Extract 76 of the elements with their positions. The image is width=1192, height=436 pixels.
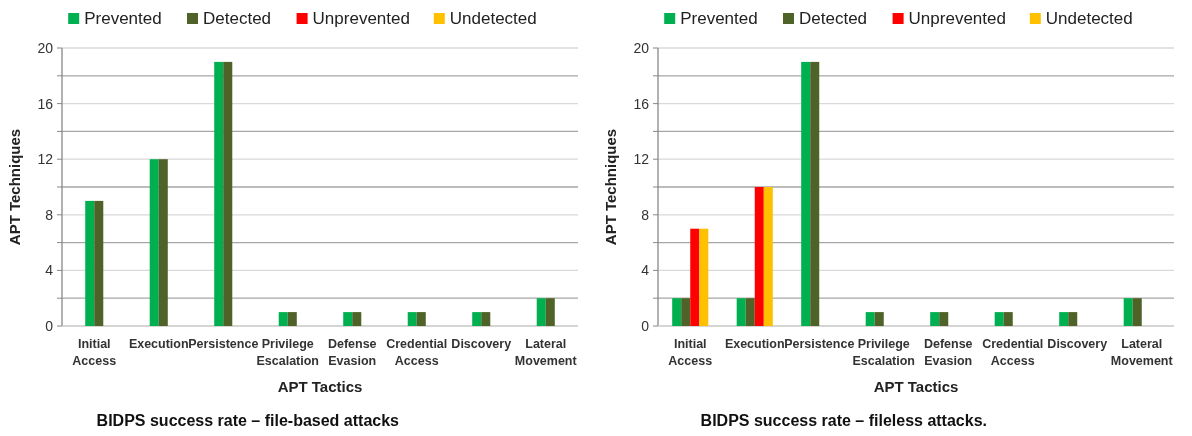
- legend-label: Detected: [799, 9, 868, 28]
- x-tick-label: Defense Evasion: [923, 337, 973, 368]
- bar: [536, 298, 546, 326]
- legend-label: Prevented: [680, 9, 758, 28]
- bar: [1003, 312, 1013, 326]
- bar: [681, 298, 691, 326]
- y-tick-label: 0: [641, 318, 650, 334]
- bar: [672, 298, 682, 326]
- bar: [865, 312, 875, 326]
- x-tick-label: Persistence: [188, 337, 259, 351]
- y-tick-label: 16: [633, 95, 650, 112]
- y-tick-label: 20: [37, 40, 54, 56]
- bar: [352, 312, 362, 326]
- bar: [1132, 298, 1142, 326]
- x-tick-label: Defense Evasion: [327, 337, 377, 368]
- bar: [1068, 312, 1078, 326]
- text: BIDPS success rate – file-based attacks: [96, 412, 400, 429]
- legend-label: Unprevented: [908, 9, 1006, 28]
- bar: [1059, 312, 1069, 326]
- y-tick-label: 20: [633, 40, 650, 56]
- bar: [699, 228, 709, 326]
- x-tick-label: Discovery: [1047, 337, 1108, 351]
- bar: [407, 312, 417, 326]
- bar: [754, 187, 764, 326]
- bar: [472, 312, 482, 326]
- legend-label: Undetected: [1045, 9, 1133, 28]
- bar: [690, 228, 700, 326]
- x-tick-label: Credential Access: [982, 337, 1044, 368]
- bar: [223, 61, 233, 326]
- bar: [745, 298, 755, 326]
- x-tick-label: Persistence: [784, 337, 855, 351]
- legend-label: Prevented: [84, 9, 162, 28]
- bar: [1123, 298, 1133, 326]
- y-tick-label: 4: [641, 262, 650, 279]
- x-tick-label: Execution: [724, 337, 785, 351]
- y-tick-label: 16: [37, 95, 54, 112]
- x-axis-title: APT Tactics: [873, 378, 959, 395]
- x-axis-title: APT Tactics: [277, 378, 363, 395]
- y-axis-title: APT Techniques: [602, 128, 619, 246]
- bar: [214, 61, 224, 326]
- bar: [287, 312, 297, 326]
- legend-label: Detected: [203, 9, 272, 28]
- bar: [278, 312, 288, 326]
- text: BIDPS success rate – fileless attacks.: [700, 412, 987, 429]
- y-tick-label: 0: [45, 318, 54, 334]
- bar: [416, 312, 426, 326]
- x-tick-label: Credential Access: [386, 337, 448, 368]
- y-tick-label: 8: [641, 206, 650, 223]
- bar: [149, 159, 159, 326]
- bar: [763, 187, 773, 326]
- x-tick-label: Execution: [128, 337, 189, 351]
- x-tick-label: Lateral Movement: [1110, 337, 1174, 368]
- x-tick-label: Initial Access: [668, 337, 713, 368]
- bar: [736, 298, 746, 326]
- bar: [939, 312, 949, 326]
- y-tick-label: 12: [633, 151, 650, 168]
- y-tick-label: 4: [45, 262, 54, 279]
- bar: [481, 312, 491, 326]
- legend-label: Undetected: [449, 9, 537, 28]
- bar: [158, 159, 168, 326]
- bar: [994, 312, 1004, 326]
- bar: [874, 312, 884, 326]
- y-tick-label: 8: [45, 206, 54, 223]
- bar: [801, 61, 811, 326]
- x-tick-label: Initial Access: [72, 337, 117, 368]
- bar: [930, 312, 940, 326]
- y-tick-label: 12: [37, 151, 54, 168]
- bar: [85, 200, 95, 326]
- bar: [810, 61, 820, 326]
- y-axis-title: APT Techniques: [6, 128, 23, 246]
- x-tick-label: Discovery: [451, 337, 512, 351]
- bar: [343, 312, 353, 326]
- bar: [545, 298, 555, 326]
- x-tick-label: Lateral Movement: [514, 337, 578, 368]
- bar: [94, 200, 104, 326]
- legend-label: Unprevented: [312, 9, 410, 28]
